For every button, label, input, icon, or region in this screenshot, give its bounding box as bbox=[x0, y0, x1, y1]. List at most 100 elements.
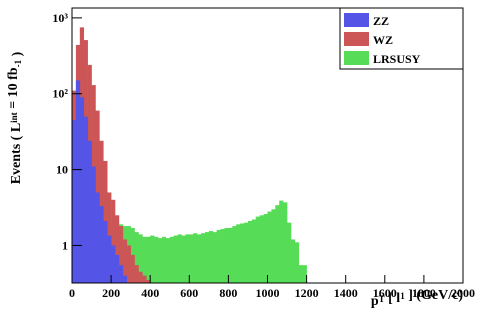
histogram-bar bbox=[118, 226, 124, 283]
histogram-bar bbox=[247, 221, 253, 283]
histogram-bar bbox=[302, 265, 307, 283]
histogram-bar bbox=[251, 219, 257, 283]
legend-label: WZ bbox=[373, 33, 393, 47]
histogram-bar bbox=[138, 234, 143, 283]
x-tick-label: 800 bbox=[219, 286, 237, 300]
histogram-bar bbox=[294, 242, 300, 283]
histogram-bar bbox=[115, 254, 120, 283]
histogram-bar bbox=[224, 227, 229, 283]
histogram-bar bbox=[208, 231, 214, 283]
histogram-bar bbox=[216, 229, 221, 283]
histogram-bar bbox=[204, 232, 210, 283]
histogram-bar bbox=[130, 254, 135, 283]
histogram-bar bbox=[259, 215, 264, 283]
histogram-bar bbox=[263, 213, 268, 283]
x-axis-title-part: 1 bbox=[400, 291, 405, 301]
x-axis-title-part: p bbox=[371, 294, 379, 309]
histogram-bar bbox=[118, 265, 124, 283]
x-axis-title-part: [ l bbox=[385, 291, 401, 306]
x-tick-label: 1400 bbox=[334, 286, 358, 300]
histogram-bar bbox=[122, 275, 128, 283]
histogram-bar bbox=[255, 216, 260, 283]
x-tick-label: 200 bbox=[102, 286, 120, 300]
y-axis-title-part: int bbox=[9, 112, 19, 123]
histogram-bar bbox=[103, 221, 108, 283]
histogram-bar bbox=[87, 140, 92, 283]
histogram-bar bbox=[158, 238, 163, 283]
histogram-bar bbox=[298, 265, 303, 283]
y-tick-label: 10 bbox=[56, 163, 68, 177]
legend-label: ZZ bbox=[373, 14, 389, 28]
y-tick-label: 10² bbox=[52, 87, 68, 101]
x-tick-label: 1200 bbox=[295, 286, 319, 300]
histogram-bar bbox=[111, 199, 116, 283]
histogram-bar bbox=[244, 222, 249, 283]
histogram-bar bbox=[201, 233, 206, 283]
histogram-bar bbox=[72, 120, 77, 284]
histogram-bar bbox=[134, 232, 139, 283]
y-axis-title-part: ) bbox=[10, 51, 25, 60]
x-tick-label: 1000 bbox=[256, 286, 280, 300]
histogram-bar bbox=[271, 209, 276, 283]
histogram-bar bbox=[240, 223, 245, 283]
histogram-bar bbox=[142, 275, 147, 283]
histogram-bar bbox=[236, 224, 241, 283]
y-tick-label: 1 bbox=[62, 238, 68, 252]
histogram-bar bbox=[150, 235, 155, 283]
histogram-bar bbox=[165, 238, 171, 283]
histogram-bar bbox=[146, 280, 151, 283]
legend-swatch bbox=[344, 13, 369, 27]
histogram-bar bbox=[138, 271, 143, 283]
histogram-bar bbox=[161, 236, 167, 283]
histogram-bar bbox=[197, 234, 202, 283]
y-axis-title-part: = 10 fb bbox=[6, 67, 21, 112]
histogram-bar bbox=[99, 206, 104, 283]
histogram-bar bbox=[122, 239, 128, 283]
histogram-bar bbox=[83, 116, 88, 283]
histogram-bar bbox=[95, 192, 100, 283]
histogram-bar bbox=[228, 227, 233, 283]
y-axis-title: Events ( Lint = 10 fb-1 ) bbox=[6, 51, 25, 184]
x-tick-label: 1800 bbox=[412, 286, 436, 300]
histogram-bar bbox=[181, 235, 186, 283]
histogram-bar bbox=[220, 228, 225, 283]
histogram-bar bbox=[107, 235, 112, 283]
histogram-bar bbox=[287, 222, 292, 283]
histogram-bar bbox=[142, 236, 147, 283]
histogram-bar bbox=[283, 202, 288, 283]
histogram-bar bbox=[115, 215, 120, 283]
histogram-bar bbox=[290, 239, 296, 283]
histogram-bar bbox=[146, 236, 151, 283]
histogram-bar bbox=[232, 226, 237, 283]
histogram-bar bbox=[75, 80, 81, 283]
x-axis-title-part: ] (GeV/c) bbox=[405, 288, 464, 303]
y-tick-label: 10³ bbox=[52, 11, 68, 25]
histogram-bar bbox=[185, 234, 190, 283]
histogram-bar bbox=[189, 234, 194, 283]
histogram-bar bbox=[275, 205, 280, 283]
x-tick-label: 2000 bbox=[451, 286, 475, 300]
histogram-bar bbox=[134, 265, 139, 283]
histogram-bar bbox=[279, 200, 284, 283]
legend-swatch bbox=[344, 51, 369, 65]
histogram-bar bbox=[91, 166, 96, 283]
histogram-bar bbox=[212, 232, 217, 283]
histogram-bar bbox=[193, 233, 198, 283]
x-tick-label: 400 bbox=[141, 286, 159, 300]
legend-label: LRSUSY bbox=[373, 52, 421, 66]
x-tick-label: 600 bbox=[180, 286, 198, 300]
y-axis-title-part: -1 bbox=[13, 59, 23, 67]
y-axis-title-part: Events ( L bbox=[9, 123, 24, 184]
histogram-bar bbox=[111, 245, 116, 283]
histogram-bar bbox=[169, 236, 174, 283]
histogram-bar bbox=[79, 97, 85, 284]
histogram-bar bbox=[267, 211, 272, 283]
x-tick-label: 1600 bbox=[373, 286, 397, 300]
x-axis-title-part: T bbox=[379, 294, 385, 304]
legend-swatch bbox=[344, 32, 369, 46]
x-tick-label: 0 bbox=[69, 286, 75, 300]
histogram-bar bbox=[154, 236, 159, 283]
x-axis-title: pT [ l1 ] (GeV/c) bbox=[371, 288, 464, 309]
histogram-bar bbox=[177, 234, 182, 283]
